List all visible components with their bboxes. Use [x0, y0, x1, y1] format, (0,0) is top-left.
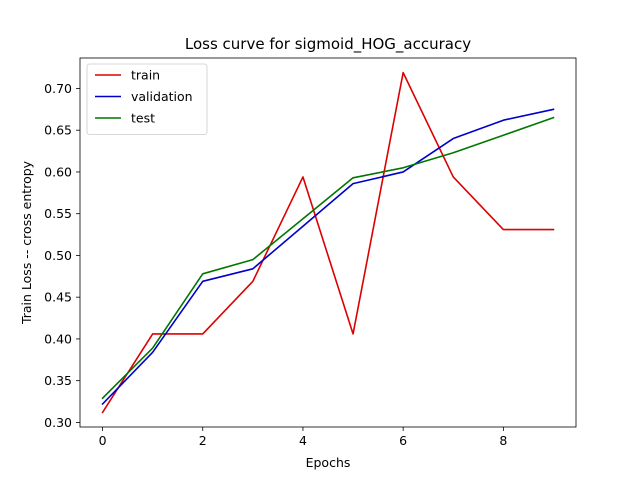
x-axis-ticks: 0 2 4 6 8: [99, 427, 507, 448]
legend-label-test: test: [131, 111, 155, 126]
y-tick-label: 0.45: [44, 290, 72, 305]
axes-frame: [79, 57, 577, 428]
y-tick-label: 0.40: [44, 331, 72, 346]
chart-title: Loss curve for sigmoid_HOG_accuracy: [185, 35, 471, 54]
legend-label-validation: validation: [131, 89, 193, 104]
series-line-test: [101, 116, 555, 400]
x-tick-label: 0: [99, 433, 107, 448]
series-line-validation: [101, 108, 555, 406]
legend-box: [86, 63, 208, 135]
y-tick-label: 0.50: [44, 248, 72, 263]
y-axis-ticks: 0.30 0.35 0.40 0.45 0.50 0.55 0.60 0.65 0.70: [44, 81, 80, 430]
y-tick-label: 0.60: [44, 164, 72, 179]
y-tick-label: 0.65: [44, 123, 72, 138]
series-lines: [101, 71, 555, 414]
y-tick-label: 0.30: [44, 415, 72, 430]
y-axis-title: Train Loss -- cross entropy: [19, 160, 34, 325]
x-tick-label: 2: [199, 433, 207, 448]
x-axis-title: Epochs: [306, 455, 351, 470]
y-tick-label: 0.55: [44, 206, 72, 221]
x-tick-label: 6: [399, 433, 407, 448]
y-tick-label: 0.70: [44, 81, 72, 96]
legend: train validation test: [86, 63, 208, 135]
x-tick-label: 8: [499, 433, 507, 448]
series-line-train: [101, 71, 555, 414]
y-tick-label: 0.35: [44, 373, 72, 388]
x-tick-label: 4: [299, 433, 307, 448]
legend-label-train: train: [131, 68, 160, 83]
